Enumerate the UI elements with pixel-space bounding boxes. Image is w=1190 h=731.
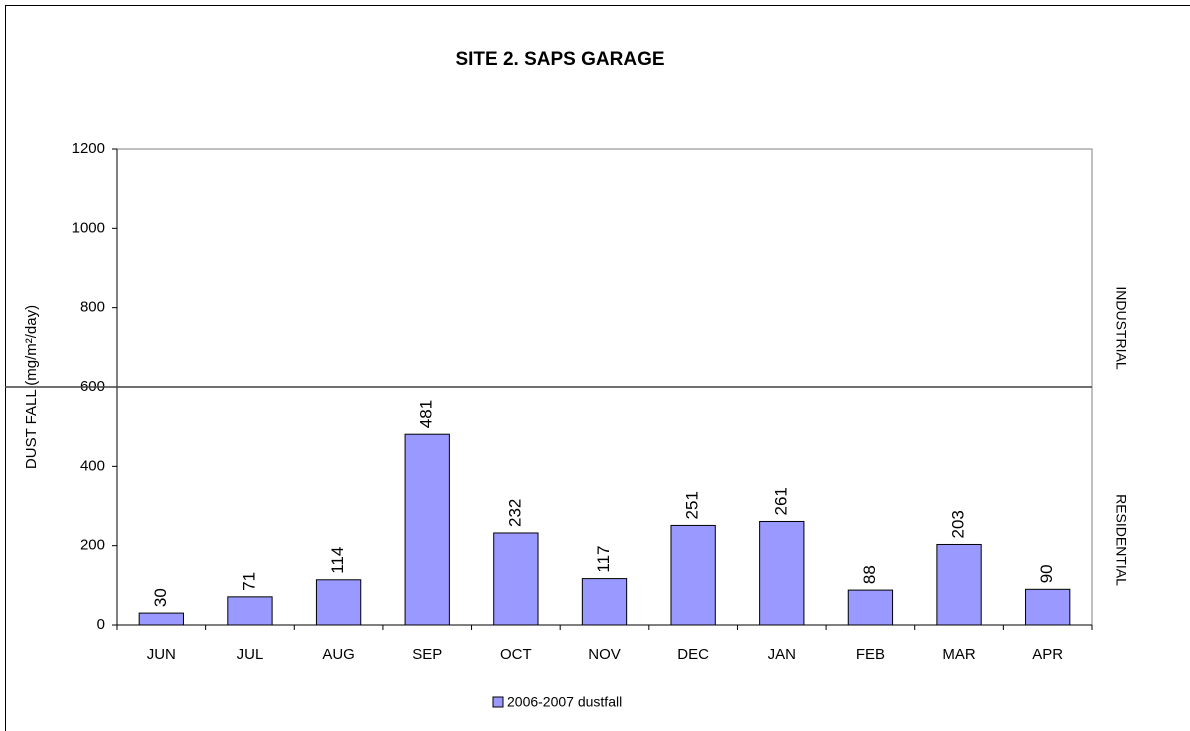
x-tick-label: JAN [768,646,796,663]
data-label: 114 [328,547,347,574]
x-tick-label: JUN [147,646,176,663]
bar [1025,588,1071,626]
y-tick-label: 800 [80,299,105,316]
x-tick-label: OCT [500,646,532,663]
x-tick-label: MAR [942,646,976,663]
data-label: 203 [949,510,968,538]
legend-label: 2006-2007 dustfall [507,694,622,710]
data-label: 261 [771,487,790,515]
bar [581,578,628,626]
data-label: 71 [239,572,258,591]
x-tick-label: DEC [677,646,709,663]
data-label: 90 [1037,564,1056,583]
chart-title: SITE 2. SAPS GARAGE [455,49,664,70]
y-tick-label: 400 [80,457,105,474]
data-label: 251 [683,491,702,519]
zone-label: INDUSTRIAL [1113,286,1129,369]
y-tick-label: 1200 [72,140,105,157]
x-tick-label: JUL [237,646,264,663]
bar [759,520,805,626]
y-tick-label: 200 [80,537,105,554]
zone-label: RESIDENTIAL [1113,494,1129,586]
data-label: 481 [417,400,436,428]
bar [936,543,982,626]
x-tick-label: FEB [856,646,885,663]
x-tick-label: SEP [412,646,442,663]
data-label: 88 [860,565,879,584]
bar [138,612,184,626]
data-label: 232 [505,499,524,527]
data-label: 117 [594,545,613,572]
y-tick-label: 1000 [72,219,105,236]
legend-swatch [492,696,504,708]
x-tick-label: AUG [322,646,355,663]
bar [404,433,450,626]
x-tick-label: APR [1032,646,1063,663]
bar [847,589,894,626]
y-tick-label: 0 [97,616,105,633]
bar [670,524,716,626]
bar [493,532,539,626]
bar [315,579,362,626]
data-label: 30 [151,588,170,607]
bar [227,596,273,626]
x-tick-label: NOV [588,646,621,663]
